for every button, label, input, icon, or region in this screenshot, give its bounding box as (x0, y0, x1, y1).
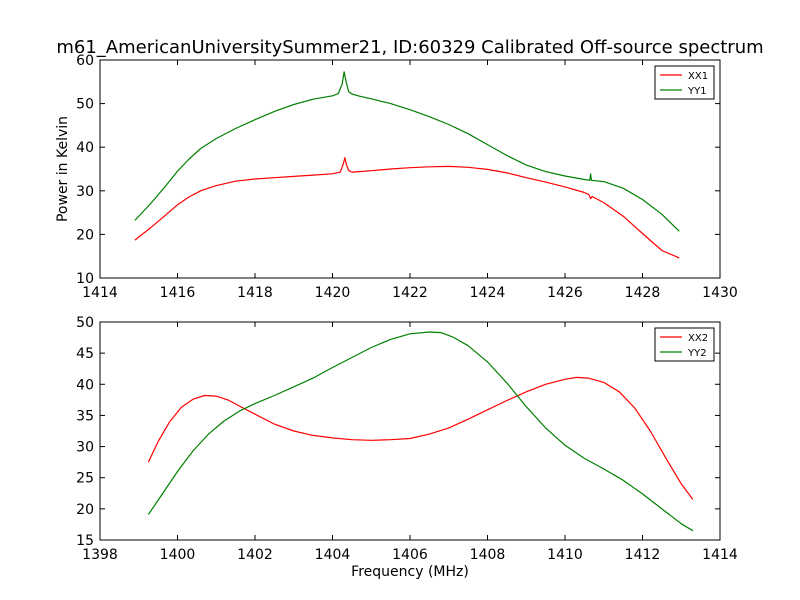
x-tick-label: 1400 (160, 547, 196, 563)
x-tick-label: 1424 (470, 285, 506, 301)
y-tick-label: 10 (76, 271, 94, 287)
y-tick-label: 35 (76, 408, 94, 424)
x-tick-label: 1420 (315, 285, 351, 301)
figure-title: m61_AmericanUniversitySummer21, ID:60329… (56, 37, 763, 58)
x-tick-label: 1404 (315, 547, 351, 563)
axes-frame (99, 321, 721, 541)
x-tick-label: 1410 (547, 547, 583, 563)
x-tick-label: 1412 (625, 547, 661, 563)
series-line-yy1 (134, 71, 680, 232)
y-axis-label: Power in Kelvin (55, 116, 71, 222)
x-tick-label: 1430 (702, 285, 738, 301)
bottom-panel-xx2-yy2: 1398 1400 1402 1404 1406 1408 1410 1412 1414 15 20… (76, 315, 738, 580)
x-tick-label: 1416 (160, 285, 196, 301)
y-tick-label: 15 (76, 533, 94, 549)
series-line-yy2 (147, 331, 694, 532)
axes-frame (99, 59, 721, 279)
y-tick-label: 40 (76, 377, 94, 393)
x-tick-label: 1428 (625, 285, 661, 301)
x-tick-label: 1408 (470, 547, 506, 563)
legend-label-yy1: YY1 (687, 86, 707, 97)
legend-box (654, 327, 715, 362)
legend-label-xx1: XX1 (688, 71, 708, 82)
top-panel-xx1-yy1: 1414 1416 1418 1420 1422 1424 1426 1428 1430 10 20… (55, 53, 738, 301)
x-tick-label: 1414 (82, 285, 118, 301)
x-tick-label: 1414 (702, 547, 738, 563)
y-tick-label: 50 (76, 315, 94, 331)
legend-label-xx2: XX2 (688, 333, 708, 344)
y-tick-label: 30 (76, 440, 94, 456)
y-tick-label: 60 (76, 53, 94, 69)
x-tick-label: 1422 (392, 285, 428, 301)
x-tick-label: 1398 (82, 547, 118, 563)
y-tick-label: 50 (76, 97, 94, 113)
legend-box (654, 65, 715, 100)
y-tick-label: 30 (76, 184, 94, 200)
x-axis-label: Frequency (MHz) (351, 564, 469, 580)
x-tick-label: 1402 (237, 547, 273, 563)
legend-label-yy2: YY2 (687, 348, 707, 359)
y-tick-label: 45 (76, 346, 94, 362)
series-line-xx1 (134, 157, 680, 259)
x-tick-label: 1426 (547, 285, 583, 301)
series-line-xx2 (147, 376, 694, 500)
x-tick-label: 1406 (392, 547, 428, 563)
y-tick-label: 20 (76, 502, 94, 518)
y-tick-label: 40 (76, 140, 94, 156)
y-tick-label: 20 (76, 227, 94, 243)
y-tick-label: 25 (76, 471, 94, 487)
x-tick-label: 1418 (237, 285, 273, 301)
